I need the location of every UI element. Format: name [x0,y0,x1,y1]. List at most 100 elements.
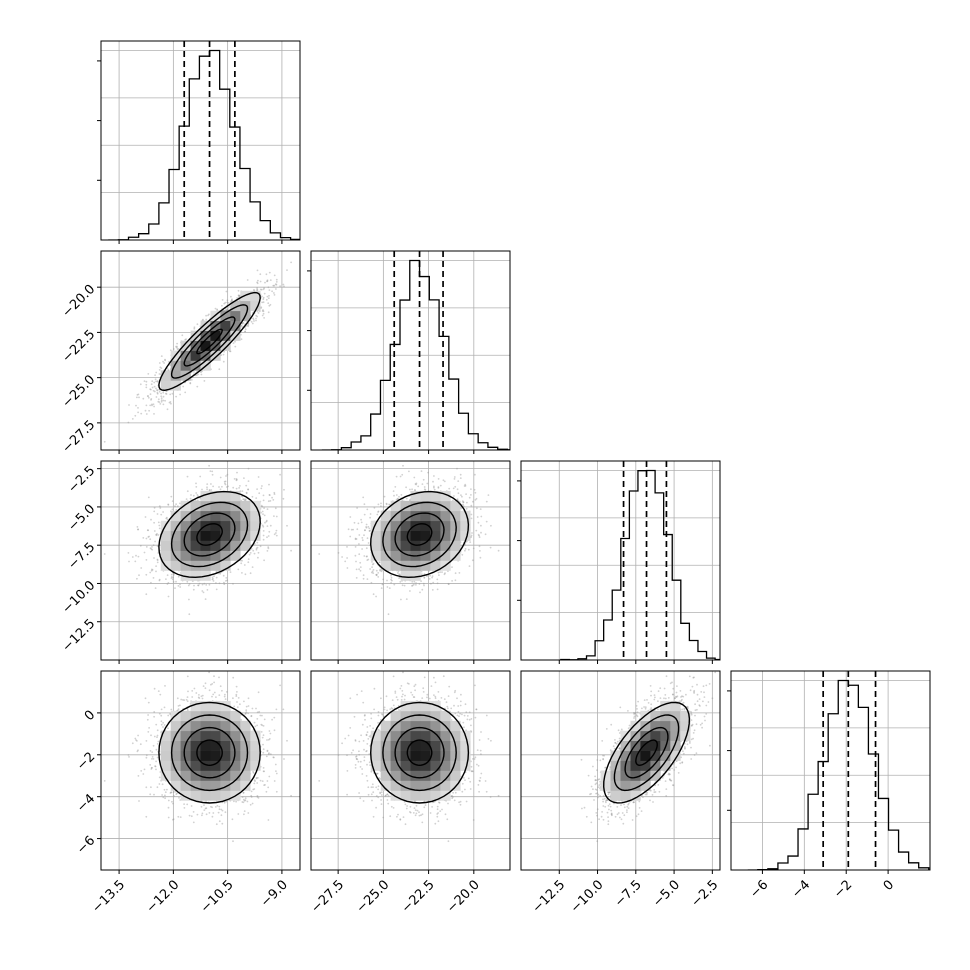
sample-point [138,396,140,399]
density-cell [220,340,231,351]
sample-point [262,530,265,532]
sample-point [227,302,230,304]
y-tick-label: −22.5 [60,327,99,366]
sample-point [127,421,130,424]
sample-point [174,587,176,589]
sample-point [197,584,200,587]
sample-point [153,521,156,524]
sample-point [248,553,251,556]
sample-point [157,400,160,403]
sample-point [257,312,260,314]
sample-point [224,480,227,483]
sample-point [153,510,156,513]
sample-point [201,583,204,586]
sample-point [266,280,268,283]
sample-point [208,583,211,586]
sample-point [136,394,139,396]
sample-point [225,577,228,579]
sample-point [262,538,265,541]
sample-point [175,580,177,583]
density-cell [200,340,211,351]
sample-point [268,304,271,307]
sample-point [241,559,243,562]
sample-point [156,561,159,564]
sample-point [267,547,270,550]
sample-point [229,571,232,573]
sample-point [156,558,159,561]
sample-point [272,284,275,287]
sample-point [192,494,195,497]
sample-point [152,544,155,547]
sample-point [290,261,292,264]
sample-point [247,480,250,482]
sample-point [261,524,264,527]
sample-point [182,385,185,388]
sample-point [153,557,155,559]
sample-point [155,565,158,567]
sample-point [162,360,164,363]
sample-point [242,321,245,324]
sample-point [211,576,214,579]
sample-point [211,470,214,473]
density-cell [250,290,261,302]
sample-point [149,393,152,396]
sample-point [266,525,269,527]
y-tick-label: −27.5 [60,418,99,457]
sample-point [268,483,270,486]
hist-panel-1 [307,250,511,454]
sample-point [215,588,218,591]
sample-point [192,588,195,591]
sample-point [256,269,259,272]
sample-point [273,284,276,287]
sample-point [195,492,198,494]
sample-point [225,290,228,293]
sample-point [273,533,276,536]
sample-point [158,578,161,581]
sample-point [236,297,239,299]
sample-point [218,582,221,585]
sample-point [165,578,167,580]
sample-point [196,494,199,496]
sample-point [137,555,140,558]
sample-point [240,324,243,327]
sample-point [250,320,253,323]
sample-point [145,383,148,386]
sample-point [149,547,152,550]
sample-point [262,513,264,515]
sample-point [155,371,158,374]
sample-point [201,590,204,592]
sample-point [148,409,151,412]
sample-point [259,273,262,276]
sample-point [205,318,208,321]
sample-point [195,486,198,488]
sample-point [227,307,230,309]
sample-point [143,551,146,554]
sample-point [267,302,270,305]
sample-point [150,398,153,400]
sample-point [188,583,191,585]
sample-point [184,338,187,341]
sample-point [262,310,265,313]
sample-point [263,514,266,517]
density-cell [220,310,231,321]
sample-point [241,322,244,324]
sample-point [256,541,259,544]
sample-point [136,396,138,399]
sample-point [103,553,106,555]
sample-point [160,392,163,395]
sample-point [240,562,243,565]
sample-point [170,577,173,579]
sample-point [142,537,145,539]
sample-point [158,373,161,375]
sample-point [256,282,259,285]
sample-point [156,380,159,382]
sample-point [145,386,148,389]
sample-point [155,533,158,536]
density-cell [170,360,181,371]
sample-point [268,494,271,496]
sample-point [175,395,178,398]
sample-point [212,578,214,580]
sample-point [146,395,149,397]
sample-point [155,380,158,383]
sample-point [156,513,159,515]
